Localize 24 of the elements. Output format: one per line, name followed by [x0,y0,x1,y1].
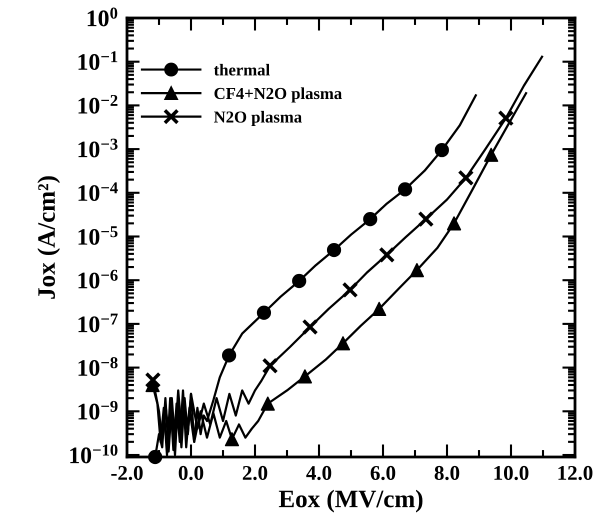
y-tick-label: 10$^{−9}$ [78,400,118,420]
y-tick-label: 10$^{−5}$ [78,226,118,245]
x-tick-label: 12.0 [558,466,592,480]
y-tick-label: 10$^{−4}$ [78,182,118,202]
y-tick-label: 10$^{0}$ [88,8,118,26]
x-tick-label: 4.0 [306,466,332,480]
legend-label: N2O plasma [214,110,302,126]
y-tick-label: 10$^{−6}$ [78,270,118,289]
x-tick-label: 10.0 [494,466,528,480]
y-tick-label: 10$^{−3}$ [78,138,118,158]
x-tick-label: 2.0 [242,466,268,480]
legend-label: CF4+N2O plasma [214,87,342,102]
y-tick-label: 10$^{−7}$ [78,314,118,332]
y-tick-label: 10$^{−2}$ [78,94,118,114]
legend-label: thermal [214,64,270,76]
y-tick-label: 10$^{−10}$ [70,444,118,464]
x-axis-title: Eox (MV/cm) [278,490,422,512]
x-tick-label: 6.0 [370,466,396,480]
x-tick-label: 0.0 [178,466,204,480]
y-tick-label: 10$^{−1}$ [78,51,118,70]
x-tick-label: -2.0 [111,466,143,480]
y-tick-label: 10$^{−8}$ [78,357,118,376]
y-axis-title: Jox (A/cm²) [37,176,60,299]
x-tick-label: 8.0 [434,466,460,480]
